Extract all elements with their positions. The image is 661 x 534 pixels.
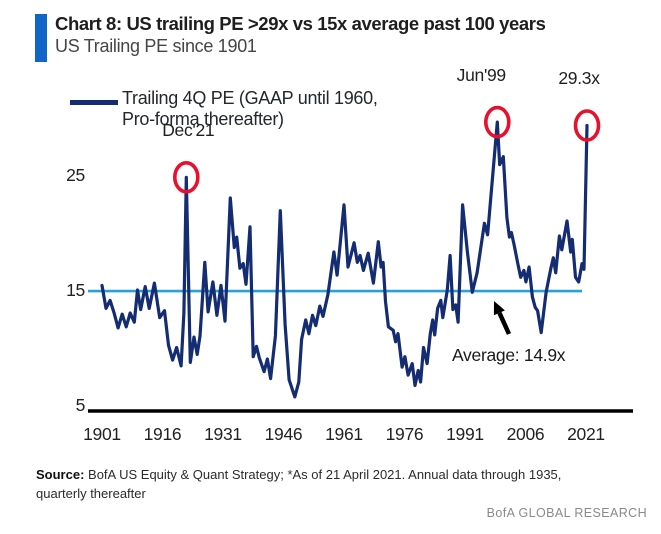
y-axis-tick-label: 5 bbox=[76, 395, 85, 415]
title-accent-bar bbox=[35, 14, 47, 62]
source-note: Source: BofA US Equity & Quant Strategy;… bbox=[36, 465, 616, 503]
annotation-label: Jun'99 bbox=[456, 65, 507, 86]
x-axis-tick-label: 2021 bbox=[567, 424, 605, 444]
x-axis-tick-label: 1931 bbox=[204, 424, 242, 444]
x-axis-tick-label: 1916 bbox=[144, 424, 182, 444]
x-axis-tick-label: 1976 bbox=[386, 424, 424, 444]
legend-label-line1: Trailing 4Q PE (GAAP until 1960, bbox=[122, 88, 378, 108]
peak-highlight-circle bbox=[173, 161, 200, 194]
bofa-global-research-brand: BofA GLOBAL RESEARCH bbox=[486, 506, 647, 520]
chart-subtitle: US Trailing PE since 1901 bbox=[55, 36, 257, 56]
annotation-label: 29.3x bbox=[558, 67, 600, 88]
legend-label-line2: Pro-forma thereafter) bbox=[122, 109, 284, 129]
x-axis-tick-label: 2006 bbox=[507, 424, 545, 444]
x-axis-tick-label: 1901 bbox=[83, 424, 121, 444]
peak-highlight-circle bbox=[573, 109, 601, 142]
legend-line-swatch bbox=[70, 100, 118, 105]
chart-title: Chart 8: US trailing PE >29x vs 15x aver… bbox=[55, 13, 546, 34]
x-axis-tick-label: 1991 bbox=[446, 424, 484, 444]
x-axis-tick-label: 1961 bbox=[325, 424, 363, 444]
chart-legend: Trailing 4Q PE (GAAP until 1960, Pro-for… bbox=[122, 88, 400, 130]
y-axis-tick-label: 15 bbox=[66, 280, 85, 300]
average-pointer-arrow bbox=[493, 301, 512, 335]
annotation-label: Dec'21 bbox=[162, 120, 215, 141]
source-text: BofA US Equity & Quant Strategy; *As of … bbox=[84, 467, 562, 482]
x-axis-tick-label: 1946 bbox=[265, 424, 303, 444]
annotation-average: Average: 14.9x bbox=[452, 345, 566, 365]
pe-line-series bbox=[100, 120, 589, 399]
peak-highlight-circle bbox=[483, 105, 511, 139]
source-label: Source: bbox=[36, 467, 85, 482]
y-axis-tick-label: 25 bbox=[66, 165, 85, 185]
source-text-line2: quarterly thereafter bbox=[36, 486, 146, 501]
